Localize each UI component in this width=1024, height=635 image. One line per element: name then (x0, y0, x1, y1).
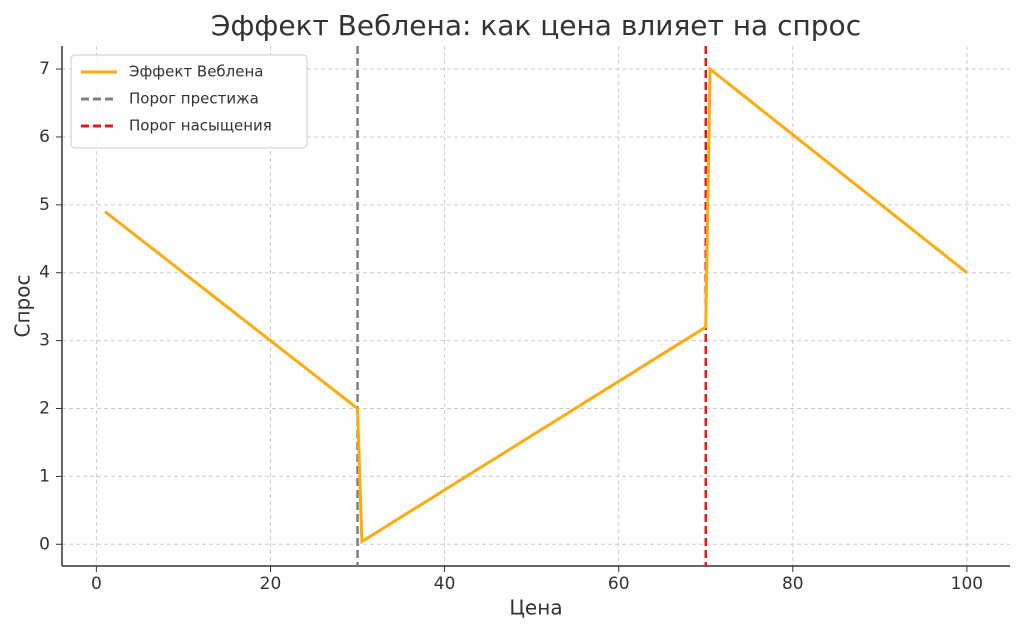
legend-label: Порог престижа (129, 90, 259, 108)
x-tick-label: 40 (434, 574, 456, 594)
chart-title: Эффект Веблена: как цена влияет на спрос (211, 9, 861, 42)
y-tick-label: 3 (39, 331, 50, 351)
legend-box (70, 54, 308, 149)
x-tick-label: 100 (951, 574, 983, 594)
y-tick-label: 1 (39, 466, 50, 486)
legend-label: Эффект Веблена (129, 63, 264, 81)
y-tick-label: 0 (39, 534, 50, 554)
x-tick-label: 80 (782, 574, 804, 594)
x-tick-label: 60 (608, 574, 630, 594)
data-line (104, 66, 968, 545)
x-axis-label: Цена (509, 596, 562, 620)
y-tick-label: 5 (39, 195, 50, 215)
x-tick-label: 20 (260, 574, 282, 594)
y-tick-label: 6 (39, 127, 50, 147)
y-axis-label: Спрос (11, 275, 35, 338)
y-tick-label: 2 (39, 399, 50, 419)
y-tick-label: 4 (39, 263, 50, 283)
legend-label: Порог насыщения (129, 117, 272, 135)
y-tick-label: 7 (39, 59, 50, 79)
x-tick-label: 0 (91, 574, 102, 594)
